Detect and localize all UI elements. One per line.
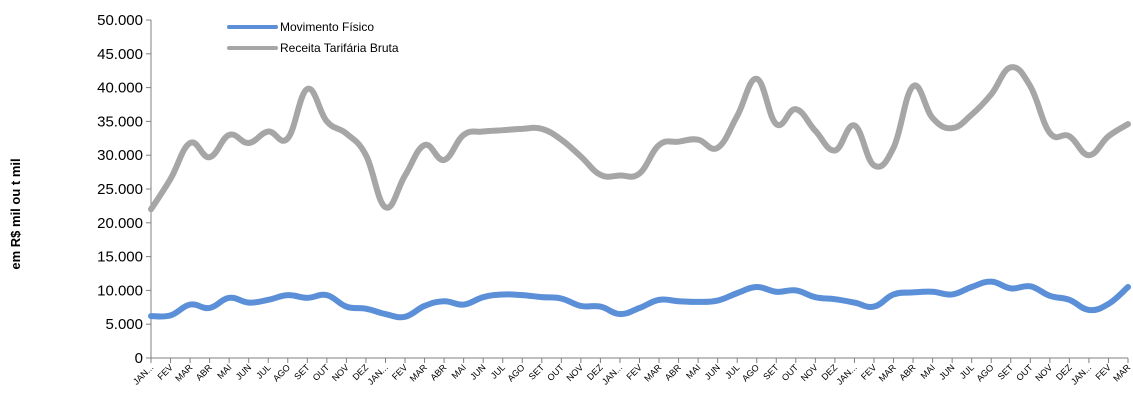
x-tick-label: NOV (564, 362, 585, 383)
y-tick-label: 5.000 (105, 316, 143, 333)
y-tick-label: 50.000 (97, 12, 143, 29)
y-tick-label: 15.000 (97, 249, 143, 266)
y-tick-label: 20.000 (97, 215, 143, 232)
x-tick-label: SET (527, 362, 547, 382)
x-tick-label: JUN (468, 362, 487, 381)
x-tick-label: NOV (1033, 362, 1054, 383)
x-tick-label: JUL (489, 362, 507, 380)
x-tick-label: MAR (408, 362, 430, 384)
x-tick-label: AGO (740, 362, 761, 383)
x-tick-label: AGO (505, 362, 526, 383)
x-tick-label: ABR (897, 362, 918, 383)
y-tick-label: 45.000 (97, 46, 143, 63)
x-tick-label: FEV (1093, 362, 1112, 381)
legend-label-receita-tarifaria-bruta: Receita Tarifária Bruta (280, 41, 399, 55)
x-tick-label: OUT (545, 362, 566, 383)
series-line-movimento-fisico (148, 278, 1131, 321)
x-tick-label: OUT (1014, 362, 1035, 383)
x-tick-label: MAR (173, 362, 195, 384)
legend-label-movimento-fisico: Movimento Físico (280, 20, 374, 34)
x-tick-label: ABR (428, 362, 449, 383)
x-tick-label: MAR (642, 362, 664, 384)
x-tick-label: MAI (919, 362, 937, 380)
x-tick-label: JAN... (1069, 362, 1093, 386)
x-tick-label: AGO (974, 362, 995, 383)
x-tick-label: JUN (234, 362, 253, 381)
y-tick-label: 10.000 (97, 282, 143, 299)
x-tick-label: JUN (703, 362, 722, 381)
x-tick-label: MAR (877, 362, 899, 384)
x-tick-label: ABR (663, 362, 684, 383)
x-tick-label: SET (761, 362, 781, 382)
x-tick-label: FEV (155, 362, 174, 381)
x-tick-label: FEV (859, 362, 878, 381)
x-tick-label: JUL (958, 362, 976, 380)
x-tick-label: JUN (937, 362, 956, 381)
x-tick-label: ABR (194, 362, 215, 383)
y-tick-label: 30.000 (97, 147, 143, 164)
x-tick-label: AGO (271, 362, 292, 383)
legend: Movimento Físico Receita Tarifária Bruta (227, 20, 399, 55)
y-tick-label: 25.000 (97, 181, 143, 198)
y-axis-label: em R$ mil ou t mil (8, 158, 23, 269)
x-tick-label: NOV (330, 362, 351, 383)
x-tick-label: OUT (311, 362, 332, 383)
x-tick-label: SET (292, 362, 312, 382)
x-tick-label: MAI (215, 362, 233, 380)
x-tick-label: JUL (723, 362, 741, 380)
series-line-receita-tarifaria-bruta (148, 64, 1131, 213)
series-layer (148, 64, 1131, 321)
x-tick-label: MAI (684, 362, 702, 380)
x-tick-label: FEV (390, 362, 409, 381)
x-tick-label: MAI (450, 362, 468, 380)
x-tick-label: SET (996, 362, 1016, 382)
x-tick-label: JAN... (365, 362, 389, 386)
x-tick-label: FEV (624, 362, 643, 381)
x-tick-label: NOV (799, 362, 820, 383)
x-tick-label: MAR (1111, 362, 1133, 384)
x-tick-label: JAN... (834, 362, 858, 386)
y-axis-title: em R$ mil ou t mil (8, 158, 23, 269)
axes: 0 5.000 10.000 15.000 20.000 25.000 30.000 35.0… (97, 12, 1133, 387)
x-tick-label: OUT (780, 362, 801, 383)
x-tick-label: JAN... (600, 362, 624, 386)
y-tick-label: 40.000 (97, 80, 143, 97)
y-tick-label: 0 (135, 350, 143, 367)
y-tick-label: 35.000 (97, 113, 143, 130)
x-tick-label: JUL (254, 362, 272, 380)
